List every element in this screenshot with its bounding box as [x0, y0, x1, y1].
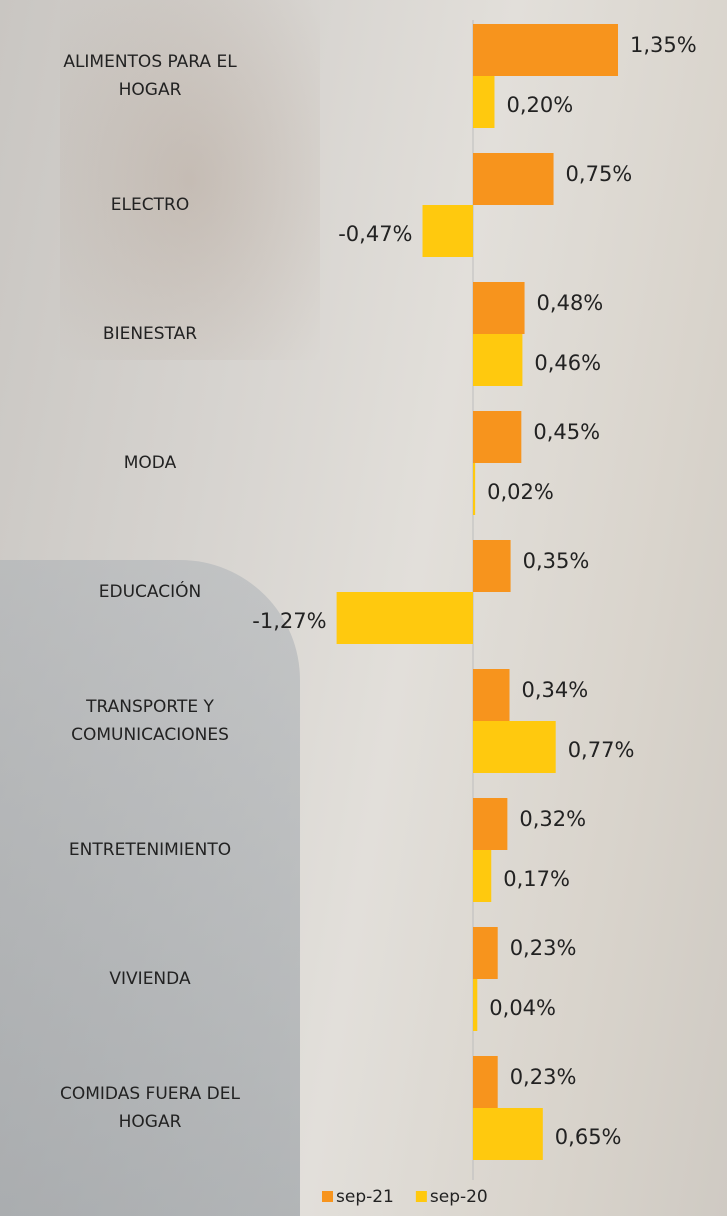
value-label: 0,32% — [519, 807, 586, 831]
value-label: 0,23% — [510, 936, 577, 960]
value-label: 1,35% — [630, 33, 697, 57]
bar — [473, 411, 522, 463]
value-label: 0,23% — [510, 1065, 577, 1089]
value-label: 0,77% — [568, 738, 635, 762]
legend-swatch — [415, 1191, 427, 1202]
category-label: ELECTRO — [110, 195, 190, 215]
bar — [473, 669, 510, 721]
bar — [473, 76, 495, 128]
bar — [473, 24, 618, 76]
category-label: TRANSPORTE Y COMUNICACIONES — [71, 697, 229, 745]
value-label: -0,47% — [338, 222, 412, 246]
background-shape — [60, 0, 320, 360]
value-label: 0,34% — [522, 678, 589, 702]
bar — [473, 1056, 498, 1108]
bar — [473, 721, 556, 773]
value-label: 0,17% — [503, 867, 570, 891]
value-label: 0,02% — [487, 480, 554, 504]
value-label: -1,27% — [252, 609, 326, 633]
value-label: 0,75% — [566, 162, 633, 186]
bar — [473, 850, 492, 902]
value-label: 0,46% — [534, 351, 601, 375]
bar — [422, 205, 473, 257]
value-label: 0,35% — [523, 549, 590, 573]
value-label: 0,45% — [533, 420, 600, 444]
bar — [473, 979, 478, 1031]
category-label: COMIDAS FUERA DEL HOGAR — [60, 1084, 240, 1132]
category-label: EDUCACIÓN — [98, 582, 202, 602]
bar — [473, 334, 523, 386]
bar — [473, 463, 476, 515]
category-label: MODA — [123, 453, 177, 473]
bar — [473, 540, 511, 592]
bar — [473, 798, 508, 850]
bar — [473, 927, 498, 979]
bar — [473, 153, 554, 205]
value-label: 0,04% — [489, 996, 556, 1020]
legend-swatch — [322, 1191, 333, 1202]
bar — [336, 592, 473, 644]
background-shape — [0, 560, 300, 1216]
category-label: ENTRETENIMIENTO — [68, 840, 232, 860]
legend-label: sep-21 — [336, 1187, 394, 1207]
value-label: 0,48% — [537, 291, 604, 315]
category-label: BIENESTAR — [102, 324, 198, 344]
category-label: ALIMENTOS PARA EL HOGAR — [63, 52, 237, 100]
value-label: 0,65% — [555, 1125, 622, 1149]
value-label: 0,20% — [506, 93, 573, 117]
legend-label: sep-20 — [430, 1187, 488, 1207]
bar — [473, 282, 525, 334]
bar — [473, 1108, 543, 1160]
category-label: VIVIENDA — [109, 969, 191, 989]
